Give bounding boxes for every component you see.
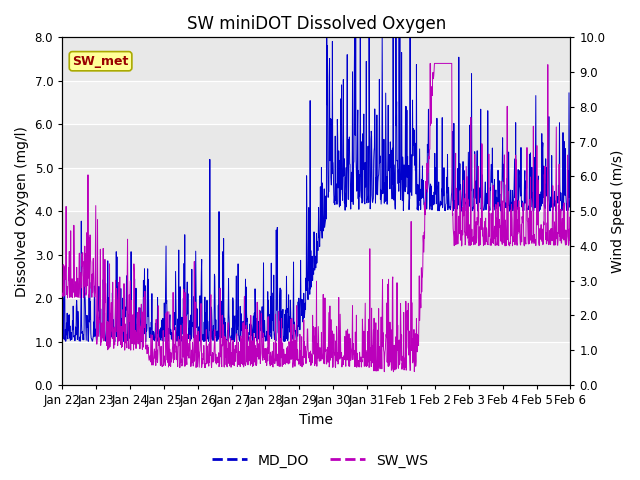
Bar [62, 211, 570, 254]
Title: SW miniDOT Dissolved Oxygen: SW miniDOT Dissolved Oxygen [187, 15, 446, 33]
Y-axis label: Dissolved Oxygen (mg/l): Dissolved Oxygen (mg/l) [15, 126, 29, 297]
Bar [62, 124, 570, 168]
Bar [62, 254, 570, 298]
Bar [62, 168, 570, 211]
Bar [62, 342, 570, 385]
Legend: MD_DO, SW_WS: MD_DO, SW_WS [207, 448, 433, 473]
Bar [62, 81, 570, 124]
X-axis label: Time: Time [300, 413, 333, 427]
Bar [62, 298, 570, 342]
Text: SW_met: SW_met [72, 55, 129, 68]
Y-axis label: Wind Speed (m/s): Wind Speed (m/s) [611, 149, 625, 273]
Bar [62, 37, 570, 81]
